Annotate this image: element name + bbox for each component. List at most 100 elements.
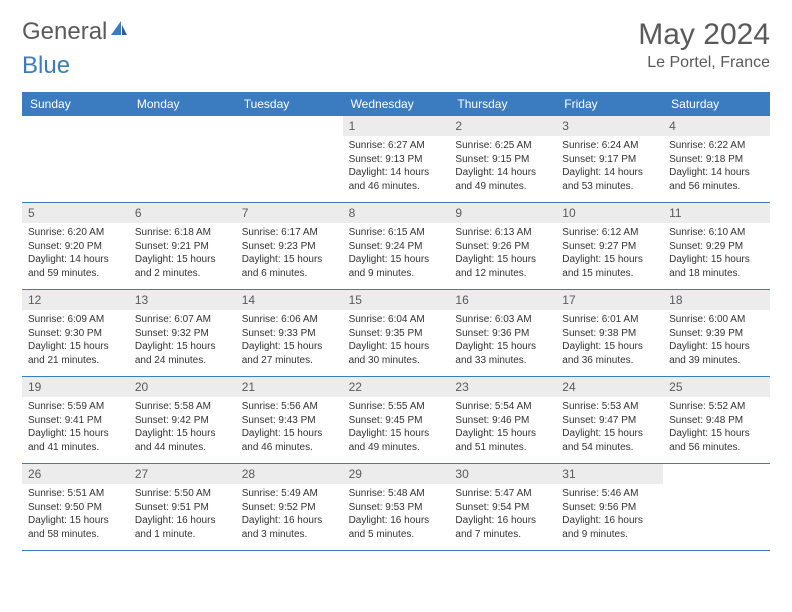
day-number: 26 [22, 464, 129, 484]
day-details: Sunrise: 5:49 AMSunset: 9:52 PMDaylight:… [236, 484, 343, 546]
logo-sail-icon [109, 18, 129, 46]
calendar-cell: 18Sunrise: 6:00 AMSunset: 9:39 PMDayligh… [663, 290, 770, 376]
calendar-cell: 20Sunrise: 5:58 AMSunset: 9:42 PMDayligh… [129, 377, 236, 463]
day-number: 24 [556, 377, 663, 397]
day-details: Sunrise: 5:52 AMSunset: 9:48 PMDaylight:… [663, 397, 770, 459]
day-number: 4 [663, 116, 770, 136]
day-details: Sunrise: 6:13 AMSunset: 9:26 PMDaylight:… [449, 223, 556, 285]
day-details: Sunrise: 6:25 AMSunset: 9:15 PMDaylight:… [449, 136, 556, 198]
day-details: Sunrise: 6:09 AMSunset: 9:30 PMDaylight:… [22, 310, 129, 372]
day-details: Sunrise: 5:56 AMSunset: 9:43 PMDaylight:… [236, 397, 343, 459]
day-number: 12 [22, 290, 129, 310]
day-number: 31 [556, 464, 663, 484]
calendar-cell: 27Sunrise: 5:50 AMSunset: 9:51 PMDayligh… [129, 464, 236, 550]
day-number: 28 [236, 464, 343, 484]
day-details: Sunrise: 6:18 AMSunset: 9:21 PMDaylight:… [129, 223, 236, 285]
calendar-body: 1Sunrise: 6:27 AMSunset: 9:13 PMDaylight… [22, 116, 770, 551]
day-number: 9 [449, 203, 556, 223]
day-number: 10 [556, 203, 663, 223]
calendar-cell: 9Sunrise: 6:13 AMSunset: 9:26 PMDaylight… [449, 203, 556, 289]
calendar-cell [22, 116, 129, 202]
day-details: Sunrise: 5:54 AMSunset: 9:46 PMDaylight:… [449, 397, 556, 459]
day-details: Sunrise: 5:58 AMSunset: 9:42 PMDaylight:… [129, 397, 236, 459]
day-number: 30 [449, 464, 556, 484]
day-details: Sunrise: 6:15 AMSunset: 9:24 PMDaylight:… [343, 223, 450, 285]
day-details: Sunrise: 6:10 AMSunset: 9:29 PMDaylight:… [663, 223, 770, 285]
calendar-cell: 15Sunrise: 6:04 AMSunset: 9:35 PMDayligh… [343, 290, 450, 376]
day-number: 25 [663, 377, 770, 397]
day-number: 17 [556, 290, 663, 310]
day-details: Sunrise: 5:59 AMSunset: 9:41 PMDaylight:… [22, 397, 129, 459]
day-number: 5 [22, 203, 129, 223]
day-details: Sunrise: 6:00 AMSunset: 9:39 PMDaylight:… [663, 310, 770, 372]
day-number: 3 [556, 116, 663, 136]
day-header-cell: Thursday [449, 92, 556, 116]
day-number: 27 [129, 464, 236, 484]
day-number: 13 [129, 290, 236, 310]
day-number: 7 [236, 203, 343, 223]
calendar-cell: 19Sunrise: 5:59 AMSunset: 9:41 PMDayligh… [22, 377, 129, 463]
day-header-cell: Tuesday [236, 92, 343, 116]
day-details: Sunrise: 6:20 AMSunset: 9:20 PMDaylight:… [22, 223, 129, 285]
logo-text-general: General [22, 18, 107, 46]
calendar-cell: 21Sunrise: 5:56 AMSunset: 9:43 PMDayligh… [236, 377, 343, 463]
calendar-cell: 26Sunrise: 5:51 AMSunset: 9:50 PMDayligh… [22, 464, 129, 550]
calendar-cell [236, 116, 343, 202]
day-header-cell: Monday [129, 92, 236, 116]
day-details: Sunrise: 5:51 AMSunset: 9:50 PMDaylight:… [22, 484, 129, 546]
calendar-cell: 30Sunrise: 5:47 AMSunset: 9:54 PMDayligh… [449, 464, 556, 550]
day-header-cell: Wednesday [343, 92, 450, 116]
calendar-cell [663, 464, 770, 550]
calendar-cell: 17Sunrise: 6:01 AMSunset: 9:38 PMDayligh… [556, 290, 663, 376]
day-details: Sunrise: 5:53 AMSunset: 9:47 PMDaylight:… [556, 397, 663, 459]
day-number: 2 [449, 116, 556, 136]
month-title: May 2024 [638, 18, 770, 52]
day-details: Sunrise: 6:01 AMSunset: 9:38 PMDaylight:… [556, 310, 663, 372]
calendar-cell: 3Sunrise: 6:24 AMSunset: 9:17 PMDaylight… [556, 116, 663, 202]
calendar-week-row: 26Sunrise: 5:51 AMSunset: 9:50 PMDayligh… [22, 464, 770, 551]
day-number: 20 [129, 377, 236, 397]
logo-text-blue: Blue [22, 52, 70, 80]
day-details: Sunrise: 6:27 AMSunset: 9:13 PMDaylight:… [343, 136, 450, 198]
day-details: Sunrise: 5:55 AMSunset: 9:45 PMDaylight:… [343, 397, 450, 459]
calendar-cell: 13Sunrise: 6:07 AMSunset: 9:32 PMDayligh… [129, 290, 236, 376]
day-number: 21 [236, 377, 343, 397]
calendar-cell: 22Sunrise: 5:55 AMSunset: 9:45 PMDayligh… [343, 377, 450, 463]
calendar-week-row: 1Sunrise: 6:27 AMSunset: 9:13 PMDaylight… [22, 116, 770, 203]
day-header-cell: Sunday [22, 92, 129, 116]
day-number: 11 [663, 203, 770, 223]
calendar-day-header: SundayMondayTuesdayWednesdayThursdayFrid… [22, 92, 770, 116]
day-number: 15 [343, 290, 450, 310]
calendar-cell: 6Sunrise: 6:18 AMSunset: 9:21 PMDaylight… [129, 203, 236, 289]
calendar-cell: 8Sunrise: 6:15 AMSunset: 9:24 PMDaylight… [343, 203, 450, 289]
calendar-cell: 7Sunrise: 6:17 AMSunset: 9:23 PMDaylight… [236, 203, 343, 289]
calendar-week-row: 12Sunrise: 6:09 AMSunset: 9:30 PMDayligh… [22, 290, 770, 377]
day-number: 8 [343, 203, 450, 223]
calendar-cell: 25Sunrise: 5:52 AMSunset: 9:48 PMDayligh… [663, 377, 770, 463]
day-number: 22 [343, 377, 450, 397]
day-details: Sunrise: 6:17 AMSunset: 9:23 PMDaylight:… [236, 223, 343, 285]
logo: General [22, 18, 129, 46]
calendar-cell: 31Sunrise: 5:46 AMSunset: 9:56 PMDayligh… [556, 464, 663, 550]
calendar-week-row: 19Sunrise: 5:59 AMSunset: 9:41 PMDayligh… [22, 377, 770, 464]
calendar-cell: 24Sunrise: 5:53 AMSunset: 9:47 PMDayligh… [556, 377, 663, 463]
calendar-cell: 2Sunrise: 6:25 AMSunset: 9:15 PMDaylight… [449, 116, 556, 202]
day-number: 23 [449, 377, 556, 397]
day-number: 16 [449, 290, 556, 310]
day-details: Sunrise: 5:48 AMSunset: 9:53 PMDaylight:… [343, 484, 450, 546]
location-label: Le Portel, France [638, 54, 770, 72]
calendar-cell [129, 116, 236, 202]
calendar-cell: 10Sunrise: 6:12 AMSunset: 9:27 PMDayligh… [556, 203, 663, 289]
calendar-cell: 1Sunrise: 6:27 AMSunset: 9:13 PMDaylight… [343, 116, 450, 202]
day-number: 18 [663, 290, 770, 310]
day-number: 1 [343, 116, 450, 136]
calendar-cell: 23Sunrise: 5:54 AMSunset: 9:46 PMDayligh… [449, 377, 556, 463]
calendar-cell: 12Sunrise: 6:09 AMSunset: 9:30 PMDayligh… [22, 290, 129, 376]
day-header-cell: Friday [556, 92, 663, 116]
day-details: Sunrise: 6:06 AMSunset: 9:33 PMDaylight:… [236, 310, 343, 372]
calendar-cell: 4Sunrise: 6:22 AMSunset: 9:18 PMDaylight… [663, 116, 770, 202]
day-number: 29 [343, 464, 450, 484]
calendar-cell: 28Sunrise: 5:49 AMSunset: 9:52 PMDayligh… [236, 464, 343, 550]
day-details: Sunrise: 6:12 AMSunset: 9:27 PMDaylight:… [556, 223, 663, 285]
day-number: 19 [22, 377, 129, 397]
